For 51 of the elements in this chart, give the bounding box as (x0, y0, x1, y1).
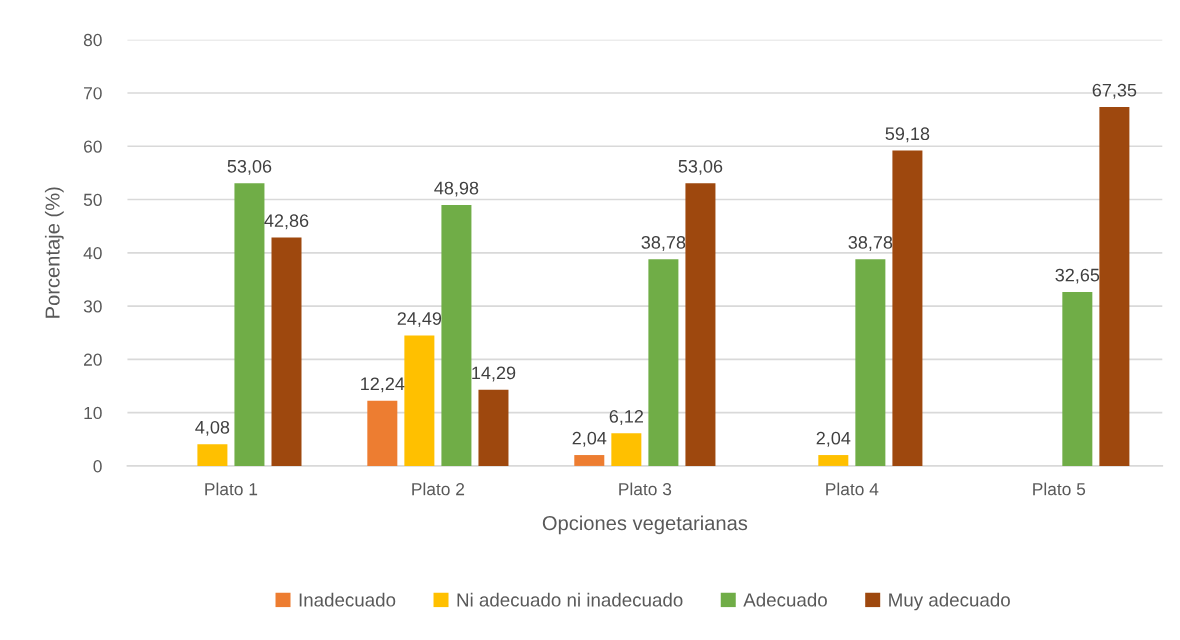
bar (1062, 291, 1093, 466)
y-tick-label: 60 (84, 140, 102, 153)
data-label: 53,06 (227, 159, 272, 175)
bar (685, 183, 716, 466)
data-label: 4,08 (195, 420, 230, 436)
bar (855, 259, 886, 466)
x-axis-title: Opciones vegetarianas (542, 515, 748, 535)
data-label: 42,86 (264, 214, 309, 230)
data-label: 32,65 (1055, 268, 1100, 284)
bar (441, 204, 472, 466)
bar (574, 455, 605, 466)
y-tick-label: 50 (83, 193, 102, 206)
bar (818, 455, 849, 466)
data-label: 48,98 (434, 181, 479, 197)
x-tick-label: Plato 5 (1033, 482, 1086, 496)
y-tick-label: 20 (84, 353, 102, 366)
y-tick-label: 30 (83, 300, 102, 313)
data-label: 59,18 (885, 127, 930, 143)
data-label: 14,29 (472, 366, 516, 382)
x-tick-label: Plato 2 (412, 482, 465, 496)
bar (611, 433, 642, 466)
x-tick-label: Plato 1 (205, 482, 258, 496)
data-label: 2,04 (816, 431, 851, 447)
bar (892, 150, 923, 466)
data-label: 38,78 (641, 236, 686, 251)
data-label: 2,04 (572, 431, 607, 447)
bar (197, 444, 228, 466)
bar (478, 389, 509, 466)
data-label: 38,78 (848, 236, 893, 251)
legend-label: Inadecuado (299, 592, 396, 607)
data-label: 53,06 (678, 159, 723, 175)
bar (271, 237, 302, 466)
y-tick-label: 80 (83, 33, 102, 47)
y-tick-label: 0 (93, 460, 102, 473)
data-label: 6,12 (609, 410, 644, 425)
bar (234, 183, 265, 466)
bar (367, 400, 398, 466)
data-label: 24,49 (397, 312, 442, 328)
bar (404, 335, 435, 466)
legend-label: Adecuado (743, 592, 827, 607)
legend-label: Ni adecuado ni inadecuado (457, 592, 683, 607)
bar (648, 259, 679, 466)
data-label: 67,35 (1092, 83, 1137, 99)
y-tick-label: 70 (84, 87, 102, 100)
y-tick-label: 40 (83, 246, 102, 260)
y-tick-label: 10 (84, 406, 102, 420)
y-axis-title: Porcentaje (%) (44, 187, 64, 318)
x-tick-label: Plato 3 (619, 482, 672, 496)
x-tick-label: Plato 4 (826, 482, 879, 496)
bar (1099, 107, 1130, 466)
legend-label: Muy adecuado (889, 592, 1010, 611)
